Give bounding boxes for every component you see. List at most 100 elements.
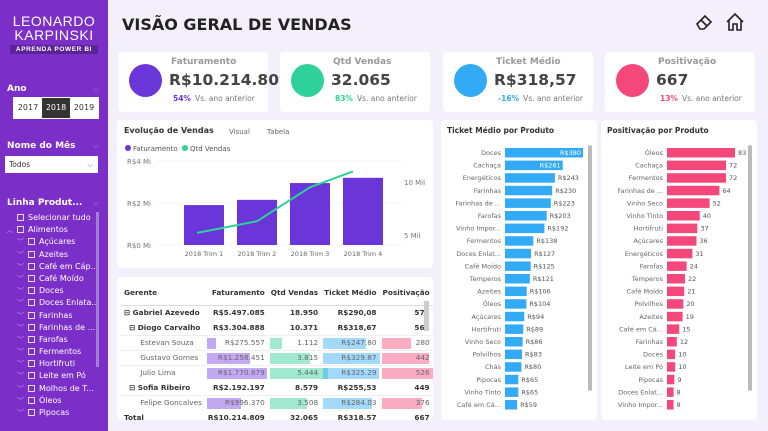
tree-item[interactable]: ﹀ Leite em Pó (6, 370, 96, 382)
chevron-down-icon[interactable]: ﹀ (17, 250, 24, 259)
chevron-down-icon[interactable]: ﹀ (17, 384, 24, 393)
tree-item[interactable]: ︿ Alimentos (6, 224, 96, 236)
data-label: 22 (688, 275, 696, 283)
checkbox[interactable] (28, 372, 35, 380)
column-header[interactable]: Qtd Vendas (267, 281, 322, 306)
checkbox[interactable] (28, 274, 35, 282)
table-row[interactable]: ⊟ Diogo Carvalho R$3.304.888 10.371 R$318,6… (121, 320, 433, 335)
chevron-down-icon[interactable]: ﹀ (17, 323, 24, 332)
column-header[interactable]: Ticket Médio (321, 281, 380, 306)
column-header[interactable]: Faturamento (204, 281, 268, 306)
year-option-2017[interactable]: 2017 (14, 98, 42, 118)
checkbox[interactable] (28, 384, 35, 392)
table-row[interactable]: ⊟ Gabriel Azevedo R$5.497.085 18.950 R$290,… (121, 305, 433, 320)
table-row[interactable]: Gustavo Gomes R$1.258.451 3.815 R$329.87 442 (121, 349, 433, 365)
chevron-down-icon[interactable]: ﹀ (17, 335, 24, 344)
tree-item[interactable]: ﹀ Doces Enlata... (6, 297, 96, 309)
bar (505, 274, 530, 284)
chevron-down-icon[interactable]: ﹀ (17, 409, 24, 417)
column-header[interactable]: Gerente (121, 281, 205, 306)
chevron-down-icon[interactable]: ﹀ (17, 372, 24, 381)
checkbox[interactable] (28, 250, 35, 258)
chevron-down-icon[interactable]: ﹀ (17, 299, 24, 308)
checkbox[interactable] (28, 299, 35, 307)
chevron-down-icon[interactable]: ﹀ (17, 396, 24, 405)
tree-item[interactable]: ﹀ Farinhas de ... (6, 322, 96, 334)
data-label: R$223 (554, 199, 575, 207)
table-row[interactable]: Julio Lima R$1.770.879 5.444 R$325.29 526 (121, 364, 433, 380)
bar (505, 374, 519, 385)
data-label: R$127 (534, 250, 555, 258)
scrollbar[interactable] (748, 145, 752, 391)
tree-item[interactable]: ﹀ Pipocas (6, 407, 96, 419)
tree-item[interactable]: ﹀ Farofas (6, 334, 96, 346)
eraser-icon[interactable] (694, 12, 714, 32)
checkbox[interactable] (28, 238, 35, 246)
year-option-2018[interactable]: 2018 (42, 98, 70, 118)
checkbox[interactable] (28, 311, 35, 319)
cell: 442 (415, 353, 430, 362)
cell: R$1.770.879 (217, 368, 265, 378)
tree-item[interactable]: ﹀ Óleos (6, 395, 96, 407)
data-label: R$65 (521, 388, 538, 396)
chevron-down-icon[interactable]: ﹀ (17, 311, 24, 320)
product-line-tree: Selecionar tudo ︿ Alimentos ﹀ Açúcares ﹀ Azeit… (6, 212, 96, 419)
kpi-value: 667 (656, 71, 689, 89)
scrollbar[interactable] (588, 145, 592, 391)
month-dropdown[interactable]: Todos ⌵ (5, 156, 98, 173)
checkbox[interactable] (28, 409, 35, 416)
bar-faturamento (343, 177, 383, 245)
checkbox[interactable] (28, 348, 35, 356)
collapse-icon[interactable]: ⊟ (124, 308, 133, 318)
checkbox[interactable] (28, 335, 35, 343)
checkbox[interactable] (28, 287, 35, 295)
tree-item[interactable]: ﹀ Doces (6, 285, 96, 297)
category-label: Energéticos (625, 250, 664, 258)
tree-item[interactable]: ﹀ Açúcares (6, 236, 96, 248)
collapse-icon[interactable]: ⊟ (129, 382, 138, 392)
category-label: Vinho Tinto (626, 212, 663, 220)
bar (667, 387, 674, 397)
bar (505, 185, 553, 196)
tree-item[interactable]: ﹀ Molhos de T... (6, 383, 96, 395)
chart-board-icon (291, 64, 324, 97)
checkbox[interactable] (28, 323, 35, 331)
chevron-down-icon[interactable]: ﹀ (17, 274, 24, 283)
tree-item[interactable]: ﹀ Café em Cáp... (6, 261, 96, 273)
checkbox[interactable] (28, 360, 35, 368)
checkbox[interactable] (28, 396, 35, 404)
tree-item[interactable]: ﹀ Café Moído (6, 273, 96, 285)
column-header[interactable]: Positivação (379, 281, 433, 306)
chevron-down-icon[interactable]: ⌵ (92, 84, 99, 93)
tab-visual[interactable]: Visual (229, 128, 250, 136)
checkbox[interactable] (17, 214, 24, 221)
tree-item[interactable]: ﹀ Farinhas (6, 310, 96, 322)
bar (667, 211, 700, 221)
cell: Gabriel Azevedo (132, 308, 200, 318)
year-option-2019[interactable]: 2019 (70, 98, 98, 118)
chevron-down-icon[interactable]: ⌵ (92, 198, 99, 207)
checkbox[interactable] (17, 226, 24, 234)
chevron-down-icon[interactable]: ﹀ (17, 238, 24, 247)
tree-item[interactable]: ﹀ Azeites (6, 249, 96, 261)
chevron-down-icon[interactable]: ﹀ (17, 348, 24, 357)
chevron-down-icon[interactable]: ﹀ (17, 287, 24, 296)
table-row[interactable]: Estevan Souza R$275.557 1.112 R$247.80 280 (121, 334, 433, 350)
table-row[interactable]: Felipe Goncalves R$996.370 3.508 R$284.03 37… (121, 394, 433, 410)
tree-item[interactable]: ﹀ Fermentos (6, 346, 96, 358)
scrollbar[interactable] (424, 301, 429, 331)
chevron-down-icon[interactable]: ﹀ (17, 360, 24, 369)
tree-item[interactable]: ﹀ Hortifruti (6, 358, 96, 370)
chevron-down-icon[interactable]: ﹀ (17, 262, 24, 271)
chevron-down-icon[interactable]: ⌵ (92, 141, 99, 150)
chevron-up-icon[interactable]: ︿ (6, 226, 13, 235)
home-icon[interactable] (725, 12, 745, 32)
collapse-icon[interactable]: ⊟ (129, 322, 138, 332)
tab-tabela[interactable]: Tabela (267, 128, 290, 136)
scrollbar[interactable] (96, 212, 99, 367)
data-bar (381, 367, 433, 379)
table-row[interactable]: ⊟ Sofia Ribeiro R$2.192.197 8.579 R$255,53 4… (121, 380, 433, 395)
category-label: Temperos (469, 275, 502, 283)
tree-item[interactable]: Selecionar tudo (6, 212, 96, 224)
checkbox[interactable] (28, 262, 35, 270)
